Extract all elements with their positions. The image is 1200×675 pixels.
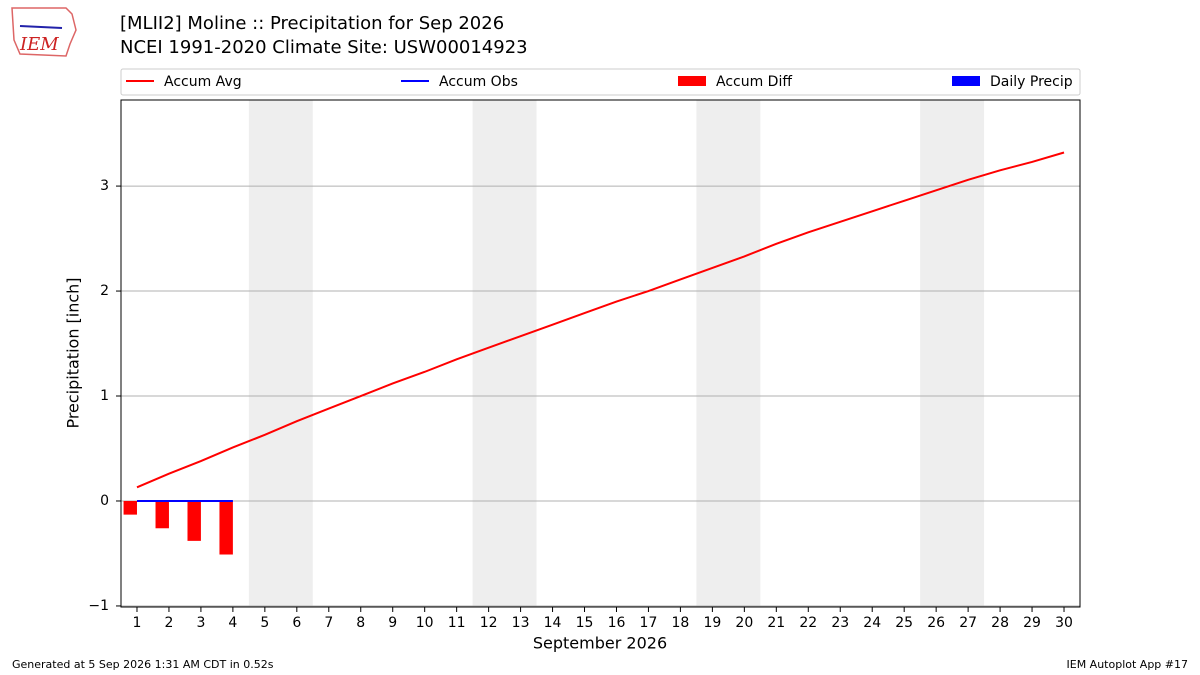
x-tick-label: 24	[863, 615, 881, 631]
bar	[187, 500, 201, 541]
x-tick-label: 21	[767, 615, 785, 631]
legend-box	[120, 68, 1081, 96]
x-tick-label: 14	[544, 615, 562, 631]
x-tick-label: 28	[991, 615, 1009, 631]
logo-line	[19, 25, 63, 29]
logo-outline	[11, 7, 77, 57]
legend-label: Accum Obs	[439, 74, 518, 90]
logo-text: IEM	[19, 34, 59, 55]
chart-subtitle: NCEI 1991-2020 Climate Site: USW00014923	[120, 37, 528, 58]
x-tick-label: 11	[448, 615, 466, 631]
y-tick-label: 2	[100, 283, 109, 299]
x-tick-label: 26	[927, 615, 945, 631]
x-tick-label: 6	[292, 615, 301, 631]
weekend-shade	[248, 100, 313, 607]
bar	[219, 500, 233, 555]
chart-title: [MLII2] Moline :: Precipitation for Sep …	[120, 13, 504, 34]
legend-swatch	[678, 76, 706, 86]
x-tick-label: 17	[640, 615, 658, 631]
x-tick-label: 4	[228, 615, 237, 631]
x-tick-label: 3	[196, 615, 205, 631]
x-tick-label: 2	[164, 615, 173, 631]
x-tick-label: 5	[260, 615, 269, 631]
x-tick-label: 23	[831, 615, 849, 631]
weekend-shade	[696, 100, 761, 607]
weekend-shade	[920, 100, 985, 607]
logo: IEM	[11, 7, 77, 57]
x-tick-label: 1	[133, 615, 142, 631]
x-tick-label: 12	[480, 615, 498, 631]
legend-swatch	[952, 76, 980, 86]
x-tick-label: 18	[672, 615, 690, 631]
x-tick-label: 9	[388, 615, 397, 631]
y-tick-label: 0	[100, 493, 109, 509]
footer-right: IEM Autoplot App #17	[1067, 658, 1189, 671]
weekend-shade	[472, 100, 537, 607]
y-axis-label: Precipitation [inch]	[64, 277, 83, 428]
bar	[123, 500, 137, 515]
legend-label: Accum Diff	[716, 74, 792, 90]
plot-frame	[120, 99, 1081, 608]
footer-left: Generated at 5 Sep 2026 1:31 AM CDT in 0…	[12, 658, 274, 671]
x-tick-label: 10	[416, 615, 434, 631]
y-tick-label: 3	[100, 178, 109, 194]
x-tick-label: 25	[895, 615, 913, 631]
x-tick-label: 20	[735, 615, 753, 631]
x-tick-label: 19	[703, 615, 721, 631]
x-tick-label: 13	[512, 615, 530, 631]
x-tick-label: 15	[576, 615, 594, 631]
y-tick-label: 1	[100, 388, 109, 404]
bar	[155, 500, 169, 529]
y-tick-label: −1	[88, 598, 109, 614]
legend-label: Accum Avg	[164, 74, 242, 90]
x-tick-label: 30	[1055, 615, 1073, 631]
line	[136, 151, 1065, 489]
x-tick-label: 22	[799, 615, 817, 631]
x-tick-label: 27	[959, 615, 977, 631]
x-tick-label: 8	[356, 615, 365, 631]
x-tick-label: 29	[1023, 615, 1041, 631]
x-tick-label: 7	[324, 615, 333, 631]
x-tick-label: 16	[608, 615, 626, 631]
x-axis-label: September 2026	[533, 634, 667, 653]
legend-label: Daily Precip	[990, 74, 1073, 90]
